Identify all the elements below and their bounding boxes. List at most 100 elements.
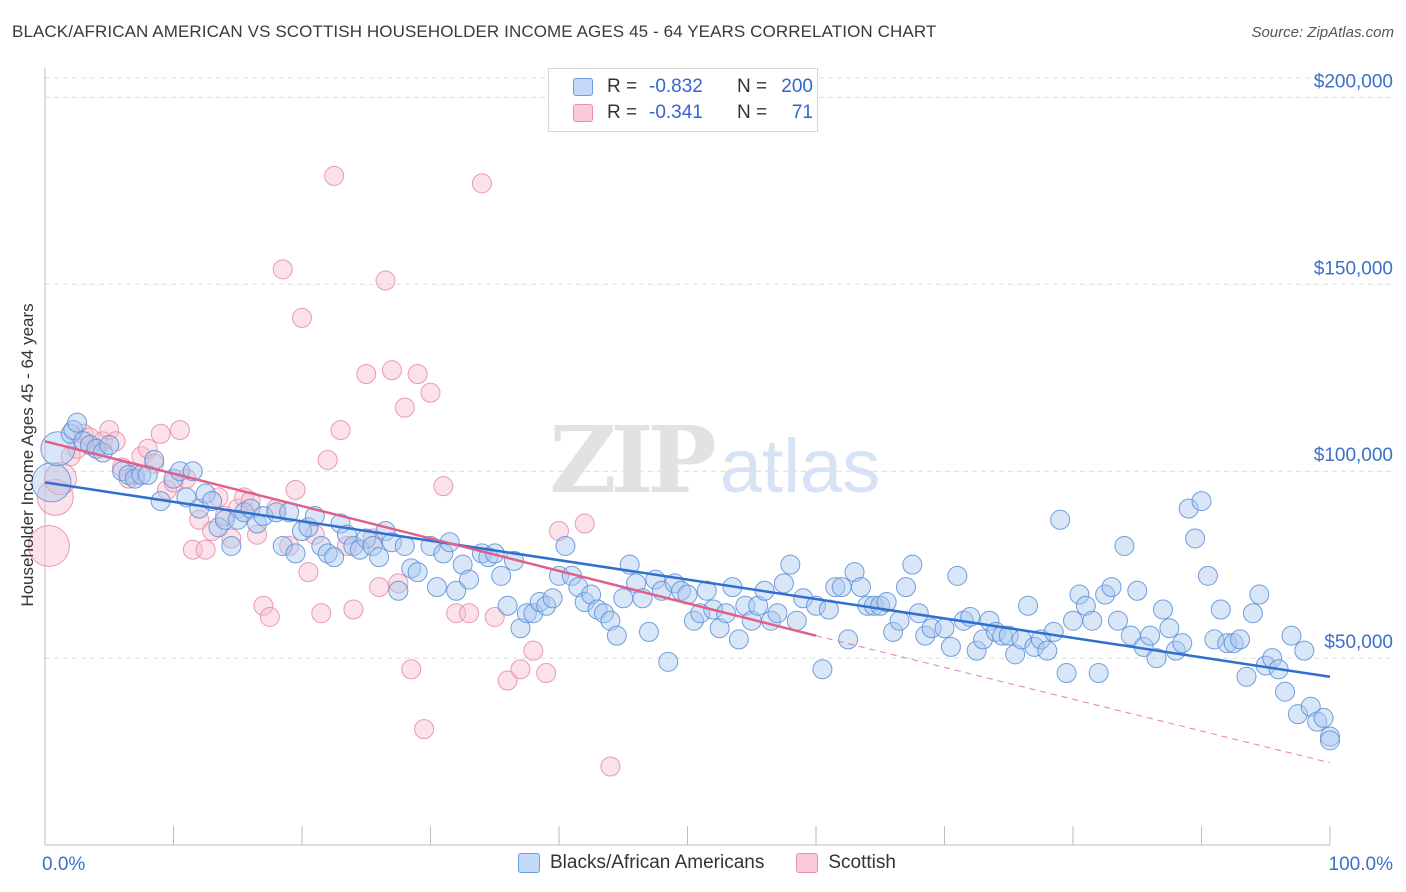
source-label: Source: ZipAtlas.com	[1251, 24, 1394, 41]
black-african-american-point	[966, 640, 987, 661]
black-african-american-point	[1050, 509, 1071, 530]
black-african-american-point	[883, 621, 904, 642]
scottish-point	[484, 606, 505, 627]
black-african-american-point	[459, 569, 480, 590]
scottish-point	[99, 420, 120, 441]
black-african-american-point	[1107, 610, 1128, 631]
black-african-american-point	[786, 610, 807, 631]
black-african-american-point	[1185, 528, 1206, 549]
black-african-american-point	[1114, 535, 1135, 556]
black-african-american-point	[600, 610, 621, 631]
legend-label-blacks: Blacks/African Americans	[550, 852, 765, 873]
scottish-point	[336, 535, 357, 556]
legend-r-value: -0.341	[649, 102, 703, 123]
legend-swatch-blue	[573, 78, 593, 96]
scottish-point	[414, 719, 435, 740]
legend-item-scottish[interactable]: Scottish	[796, 852, 896, 874]
legend-swatch-pink	[796, 853, 819, 873]
axes	[44, 68, 1331, 846]
scottish-trend-extension	[815, 635, 1331, 764]
grid-lines	[45, 77, 1395, 659]
black-african-american-point	[1018, 595, 1039, 616]
scottish-point	[240, 491, 261, 512]
legend-n-label: N =	[737, 76, 768, 97]
scottish-point	[574, 513, 595, 534]
x-tick-label-max: 100.0%	[1329, 854, 1394, 875]
black-african-american-point	[1210, 599, 1231, 620]
scottish-point	[375, 270, 396, 291]
black-african-american-point	[1063, 610, 1083, 631]
black-african-american-point	[272, 535, 293, 556]
legend-swatch-pink	[573, 104, 593, 122]
black-african-american-point	[1088, 663, 1109, 684]
legend-label-scottish: Scottish	[828, 852, 896, 873]
black-african-american-point	[1313, 707, 1334, 728]
black-african-american-point	[568, 577, 589, 598]
black-african-american-point	[124, 468, 145, 489]
black-african-american-point	[1140, 625, 1161, 646]
scottish-point	[401, 659, 422, 680]
scottish-point	[471, 173, 492, 194]
legend-item-blacks[interactable]: Blacks/African Americans	[518, 852, 764, 874]
black-african-american-point	[1005, 644, 1026, 665]
black-african-american-point	[1249, 584, 1270, 605]
scottish-point	[36, 478, 74, 516]
scottish-point	[105, 431, 126, 452]
black-african-american-point	[394, 535, 415, 556]
black-african-american-point	[1159, 618, 1180, 639]
black-african-american-point	[1307, 711, 1328, 732]
black-african-american-point	[1082, 610, 1103, 631]
scottish-point	[208, 487, 229, 508]
scottish-point	[549, 521, 569, 541]
black-african-american-point	[1281, 625, 1302, 646]
black-african-american-point	[1217, 633, 1238, 654]
legend-swatch-blue	[518, 853, 540, 873]
black-african-american-point	[516, 603, 537, 624]
black-african-american-point	[998, 625, 1019, 646]
black-african-american-point	[137, 464, 158, 485]
black-african-american-point	[67, 412, 88, 433]
y-tick-label: $100,000	[1314, 445, 1393, 466]
black-african-american-point	[1191, 491, 1212, 512]
black-african-american-point	[60, 423, 81, 444]
black-african-american-point	[555, 535, 576, 556]
black-african-american-point	[850, 577, 871, 598]
correlation-legend: R = -0.832 N = 200 R = -0.341 N = 71	[548, 68, 818, 132]
black-african-american-point	[369, 547, 390, 568]
scottish-point	[536, 663, 557, 684]
scottish-point	[394, 397, 415, 418]
watermark-zip: ZIP	[549, 406, 714, 514]
scottish-point	[202, 521, 223, 541]
black-african-american-point	[381, 532, 402, 553]
scottish-point	[259, 606, 280, 627]
x-tick-labels: 0.0% 100.0%	[42, 854, 1393, 875]
black-african-american-point	[973, 629, 994, 650]
legend-n-value: 200	[781, 76, 813, 97]
black-african-american-point	[1320, 730, 1340, 751]
black-african-american-point	[876, 592, 897, 613]
watermark-atlas: atlas	[720, 424, 881, 509]
black-african-american-point	[1146, 648, 1167, 669]
scottish-point	[247, 524, 268, 545]
black-african-american-point	[1275, 681, 1296, 702]
scottish-point	[510, 659, 531, 680]
black-african-american-point	[838, 629, 859, 650]
black-african-american-point	[182, 461, 203, 482]
legend-row-scottish: R = -0.341 N = 71	[573, 101, 813, 125]
black-african-american-point	[658, 651, 679, 672]
scottish-point	[317, 449, 338, 470]
scottish-point	[600, 756, 621, 777]
black-african-american-point	[780, 554, 801, 575]
watermark: ZIP atlas	[549, 406, 880, 514]
y-tick-label: $50,000	[1324, 632, 1393, 653]
blacks-trend-line	[44, 481, 1331, 679]
scottish-point	[27, 524, 70, 567]
black-african-american-point	[825, 577, 846, 598]
black-african-american-point	[1056, 663, 1077, 684]
black-african-american-point	[497, 595, 518, 616]
legend-n-label: N =	[737, 102, 768, 123]
x-tick-label-min: 0.0%	[42, 854, 85, 875]
black-african-american-point	[349, 539, 370, 560]
black-african-american-point	[1172, 633, 1193, 654]
